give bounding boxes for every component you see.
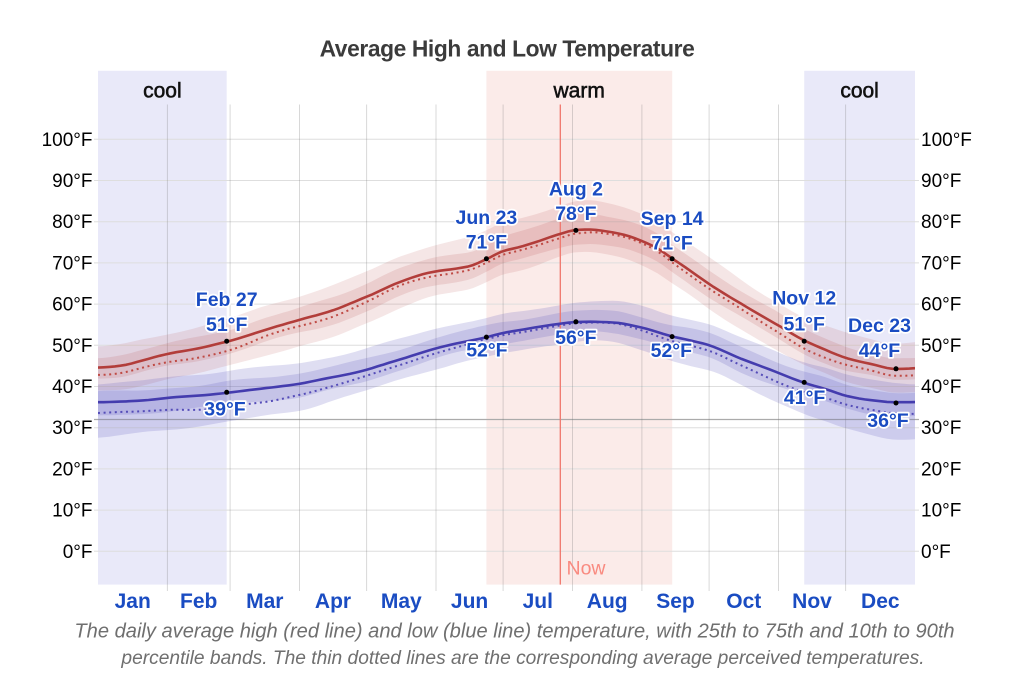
svg-text:36°F: 36°F (867, 410, 908, 432)
svg-text:Jun 23: Jun 23 (456, 207, 518, 229)
svg-text:20°F: 20°F (52, 459, 92, 480)
svg-text:Nov: Nov (792, 590, 832, 613)
svg-text:Sep 14: Sep 14 (641, 208, 704, 230)
svg-text:52°F: 52°F (466, 339, 507, 361)
svg-text:Sep: Sep (656, 590, 695, 613)
svg-text:Feb 27: Feb 27 (196, 289, 258, 311)
svg-text:41°F: 41°F (784, 387, 825, 409)
svg-text:cool: cool (840, 80, 879, 103)
svg-text:Nov 12: Nov 12 (772, 288, 836, 310)
svg-text:warm: warm (553, 80, 605, 103)
svg-text:44°F: 44°F (859, 340, 900, 362)
svg-text:100°F: 100°F (921, 130, 972, 151)
svg-text:Feb: Feb (180, 590, 217, 613)
svg-text:78°F: 78°F (555, 203, 596, 225)
svg-text:Dec 23: Dec 23 (848, 315, 911, 337)
svg-text:52°F: 52°F (651, 340, 692, 362)
svg-text:0°F: 0°F (63, 542, 93, 563)
svg-text:71°F: 71°F (466, 232, 507, 254)
svg-text:40°F: 40°F (921, 377, 961, 398)
svg-text:May: May (381, 590, 422, 613)
svg-text:30°F: 30°F (921, 418, 961, 439)
svg-text:90°F: 90°F (52, 171, 92, 192)
svg-text:Oct: Oct (726, 590, 761, 613)
svg-text:60°F: 60°F (921, 295, 961, 316)
svg-text:The daily average high (red li: The daily average high (red line) and lo… (74, 621, 954, 643)
svg-text:60°F: 60°F (52, 295, 92, 316)
svg-text:Jan: Jan (115, 590, 151, 613)
svg-text:Aug: Aug (587, 590, 628, 613)
svg-text:39°F: 39°F (204, 399, 245, 421)
svg-text:71°F: 71°F (651, 232, 692, 254)
svg-text:80°F: 80°F (52, 212, 92, 233)
svg-text:Now: Now (567, 558, 607, 580)
svg-text:percentile bands. The thin dot: percentile bands. The thin dotted lines … (120, 648, 924, 669)
svg-text:50°F: 50°F (52, 336, 92, 357)
svg-text:0°F: 0°F (921, 542, 951, 563)
svg-text:Average High and Low Temperatu: Average High and Low Temperature (320, 36, 695, 62)
svg-text:70°F: 70°F (52, 253, 92, 274)
svg-text:51°F: 51°F (783, 313, 824, 335)
svg-text:20°F: 20°F (921, 459, 961, 480)
svg-text:30°F: 30°F (52, 418, 92, 439)
svg-text:56°F: 56°F (555, 327, 596, 349)
svg-text:Apr: Apr (315, 590, 351, 613)
svg-text:10°F: 10°F (52, 501, 92, 522)
svg-text:80°F: 80°F (921, 212, 961, 233)
svg-text:40°F: 40°F (52, 377, 92, 398)
svg-text:70°F: 70°F (921, 253, 961, 274)
svg-text:100°F: 100°F (42, 130, 93, 151)
svg-text:cool: cool (143, 80, 182, 103)
svg-text:90°F: 90°F (921, 171, 961, 192)
svg-text:50°F: 50°F (921, 336, 961, 357)
svg-text:Mar: Mar (246, 590, 283, 613)
svg-text:Jul: Jul (523, 590, 553, 613)
svg-text:51°F: 51°F (206, 314, 247, 336)
svg-text:Dec: Dec (861, 590, 900, 613)
svg-text:Jun: Jun (451, 590, 488, 613)
svg-text:Aug 2: Aug 2 (549, 179, 603, 201)
svg-text:10°F: 10°F (921, 501, 961, 522)
